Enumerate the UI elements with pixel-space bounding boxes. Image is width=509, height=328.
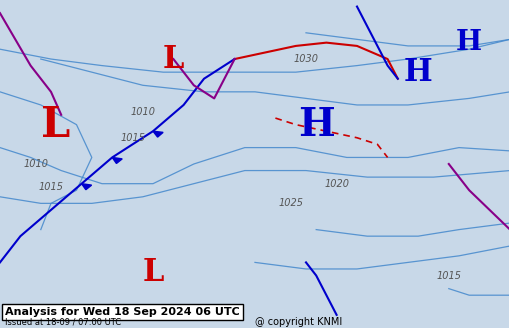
- Text: 1010: 1010: [130, 107, 155, 116]
- Text: Issued at 18-09 / 07:00 UTC: Issued at 18-09 / 07:00 UTC: [5, 318, 121, 327]
- Text: 1015: 1015: [120, 133, 145, 143]
- Polygon shape: [153, 131, 163, 137]
- Text: @ copyright KNMI: @ copyright KNMI: [254, 317, 342, 327]
- Text: H: H: [455, 29, 482, 56]
- Text: 1015: 1015: [38, 182, 64, 192]
- Text: L: L: [142, 257, 163, 288]
- Text: 1020: 1020: [323, 179, 349, 189]
- Text: 1015: 1015: [435, 271, 461, 280]
- Text: 1030: 1030: [293, 54, 318, 64]
- Text: Analysis for Wed 18 Sep 2024 06 UTC: Analysis for Wed 18 Sep 2024 06 UTC: [5, 307, 239, 317]
- Polygon shape: [81, 184, 92, 190]
- Text: H: H: [403, 57, 432, 88]
- Polygon shape: [112, 157, 122, 163]
- Text: 1010: 1010: [23, 159, 48, 169]
- Text: L: L: [41, 104, 71, 146]
- Text: 1025: 1025: [277, 198, 303, 208]
- Text: L: L: [162, 44, 184, 74]
- Text: H: H: [297, 106, 334, 144]
